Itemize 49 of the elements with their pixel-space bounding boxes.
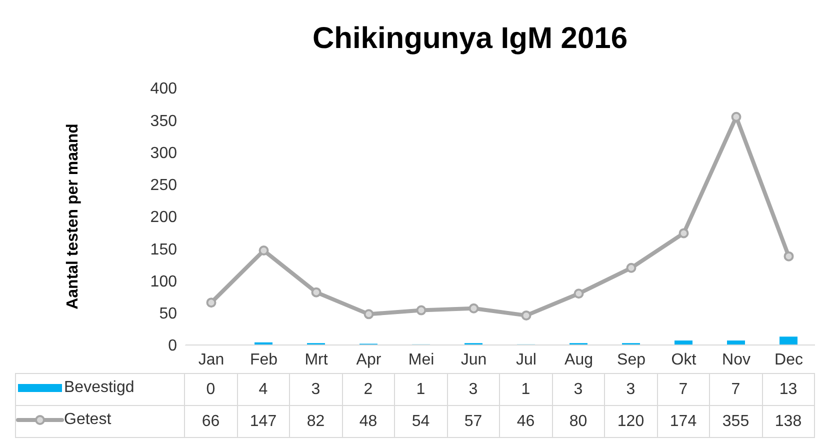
legend-label: Getest	[64, 411, 112, 429]
x-tick-label: Jun	[460, 351, 487, 368]
x-tick-label: Aug	[564, 351, 593, 368]
data-label: 138	[762, 406, 814, 438]
data-label: 355	[710, 406, 762, 438]
x-tick-label: Feb	[250, 351, 278, 368]
data-label: 147	[237, 406, 290, 438]
data-label: 13	[762, 374, 814, 406]
data-label: 66	[184, 406, 237, 438]
chart-title: Chikingunya IgM 2016	[311, 22, 629, 56]
data-label: 80	[552, 406, 604, 438]
y-tick-label: 400	[150, 80, 178, 98]
data-label: 7	[657, 374, 710, 406]
y-tick-label: 250	[150, 177, 178, 194]
data-label: 3	[552, 374, 604, 406]
data-label: 0	[184, 374, 237, 406]
data-label: 174	[657, 406, 710, 438]
y-tick-label: 150	[150, 241, 178, 258]
data-label: 46	[500, 406, 552, 438]
y-tick-label: 50	[159, 306, 178, 323]
data-label: 54	[394, 406, 447, 438]
data-label: 2	[342, 374, 394, 406]
x-tick-label: Dec	[774, 351, 803, 368]
data-label: 1	[394, 374, 447, 406]
data-label: 57	[447, 406, 500, 438]
data-label: 82	[290, 406, 342, 438]
x-tick-label: Mrt	[304, 351, 328, 368]
data-label: 3	[290, 374, 342, 406]
y-tick-label: 100	[150, 273, 178, 290]
x-tick-label: Mei	[408, 351, 434, 368]
x-tick-label: Apr	[356, 351, 382, 368]
legend-label: Bevestigd	[64, 379, 134, 397]
data-label: 1	[500, 374, 552, 406]
y-tick-label: 0	[168, 338, 178, 355]
x-tick-label: Sep	[617, 351, 646, 368]
data-label: 3	[604, 374, 657, 406]
x-tick-label: Okt	[671, 351, 697, 368]
x-tick-label: Jan	[198, 351, 224, 368]
data-label: 48	[342, 406, 394, 438]
y-tick-label: 300	[150, 144, 178, 162]
data-label: 120	[604, 406, 657, 438]
x-tick-label: Jul	[516, 351, 536, 368]
data-label: 4	[237, 374, 290, 406]
y-axis-title: Aantal testen per maand	[64, 124, 82, 310]
data-label: 3	[447, 374, 500, 406]
data-label: 7	[710, 374, 762, 406]
y-tick-label: 350	[150, 112, 178, 130]
x-tick-label: Nov	[722, 351, 750, 368]
y-tick-label: 200	[150, 209, 178, 226]
